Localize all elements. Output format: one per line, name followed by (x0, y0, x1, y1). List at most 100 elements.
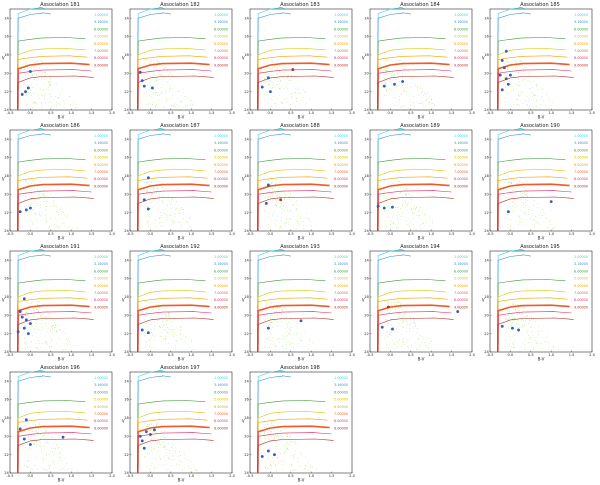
field-star (528, 323, 529, 324)
field-star (265, 325, 267, 327)
field-star (524, 199, 526, 201)
field-star (506, 224, 508, 225)
field-star (47, 442, 49, 444)
field-star (406, 204, 407, 206)
field-star (521, 61, 523, 62)
field-star (163, 308, 165, 310)
field-star (290, 434, 291, 436)
field-star (268, 80, 270, 82)
field-star (525, 211, 527, 213)
field-star (410, 322, 412, 324)
field-star (512, 301, 514, 303)
field-star (504, 78, 505, 80)
x-tick-label: 1.0 (188, 353, 194, 357)
field-star (283, 338, 285, 340)
field-star (286, 448, 288, 449)
field-star (146, 433, 148, 434)
field-star (264, 99, 266, 100)
field-star (285, 194, 287, 196)
y-axis-label: V (122, 419, 125, 424)
field-star (165, 187, 166, 189)
field-star (268, 80, 269, 82)
field-star (300, 218, 301, 220)
field-star (150, 423, 152, 425)
field-star (184, 96, 186, 98)
field-star (527, 214, 529, 215)
field-star (533, 219, 535, 220)
field-star (286, 82, 288, 84)
field-star (295, 220, 297, 221)
field-star (30, 467, 32, 469)
field-star (270, 333, 272, 334)
field-star (279, 307, 281, 308)
field-star (146, 304, 148, 306)
field-star (34, 101, 36, 102)
x-tick-label: 0.0 (268, 353, 274, 357)
field-star (528, 207, 530, 209)
field-star (512, 304, 513, 305)
field-star (527, 316, 528, 318)
field-star (162, 320, 163, 322)
field-star (48, 465, 50, 466)
legend-entry: 1.00000 (454, 255, 468, 259)
field-star (287, 448, 288, 450)
field-star (420, 87, 421, 89)
x-tick-label: 1.0 (68, 353, 74, 357)
field-star (157, 427, 159, 429)
field-star (160, 432, 162, 433)
field-star (49, 85, 51, 87)
field-star (285, 98, 287, 99)
field-star (154, 75, 155, 76)
field-star (276, 194, 278, 196)
field-star (510, 346, 512, 348)
field-star (403, 187, 404, 189)
field-star (510, 61, 512, 63)
field-star (508, 76, 509, 78)
field-star (32, 424, 34, 426)
field-star-cloud (144, 180, 192, 229)
field-star (272, 62, 274, 63)
field-star (38, 79, 39, 80)
field-star (48, 225, 50, 227)
isochrone-track (137, 248, 165, 352)
field-star (289, 196, 291, 197)
field-star (524, 347, 525, 349)
field-star (34, 346, 36, 348)
field-star (552, 228, 553, 230)
field-star (403, 344, 405, 345)
field-star (156, 183, 158, 185)
y-tick-label: 14 (364, 16, 369, 20)
field-star (528, 334, 529, 336)
x-tick-label: -0.5 (126, 474, 133, 478)
field-star (524, 67, 526, 68)
field-star (280, 180, 281, 182)
field-star (530, 317, 532, 318)
association-star (264, 202, 268, 205)
x-tick-label: 1.5 (449, 232, 455, 236)
legend-entry: 9.00000 (454, 63, 468, 67)
legend-entry: 5.00000 (214, 156, 228, 160)
field-star (32, 74, 33, 76)
field-star (512, 68, 513, 69)
legend-entry: 9.00000 (94, 426, 108, 430)
field-star (281, 430, 283, 432)
x-tick-label: 2.0 (109, 353, 115, 357)
field-star (145, 323, 146, 324)
field-star (38, 203, 40, 205)
field-star (171, 322, 173, 323)
field-star (38, 214, 40, 215)
field-star (151, 61, 152, 63)
y-tick-label: 24 (4, 471, 9, 475)
field-star (151, 194, 152, 196)
y-axis-label: V (362, 177, 365, 182)
field-star (57, 227, 58, 228)
field-star (147, 180, 149, 182)
field-star (35, 201, 37, 202)
field-star (515, 186, 517, 188)
field-star (518, 224, 519, 226)
legend-entry: 7.00000 (454, 291, 468, 295)
field-star (504, 86, 506, 87)
y-tick-label: 22 (364, 332, 369, 336)
field-star (267, 467, 269, 469)
y-tick-label: 22 (124, 90, 129, 94)
